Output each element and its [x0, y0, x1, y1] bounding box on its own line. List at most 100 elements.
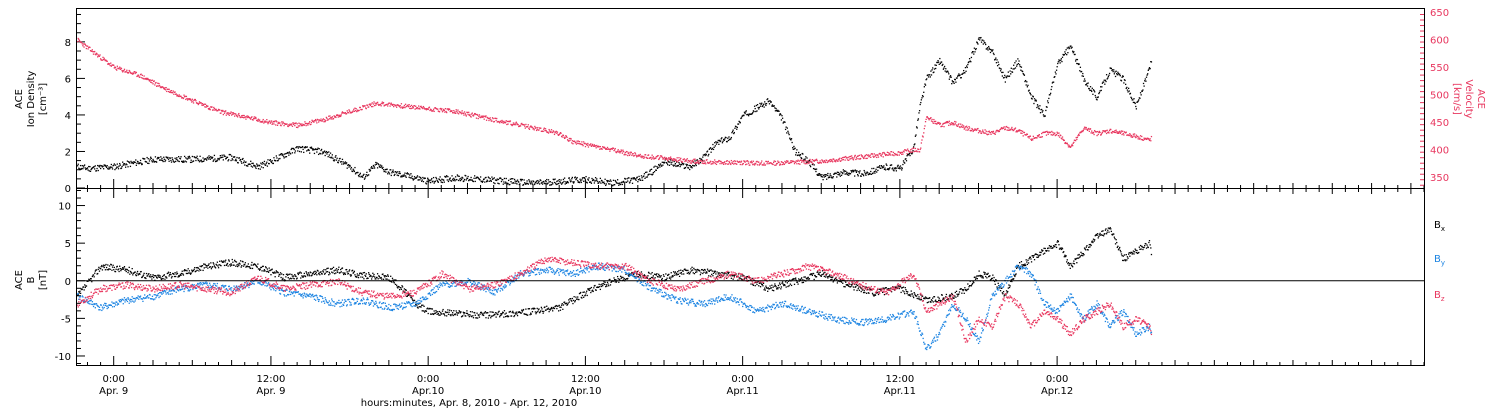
bx-series-point [531, 311, 534, 313]
velocity-series-point [281, 123, 283, 125]
velocity-series-point [119, 66, 121, 68]
velocity-series-point [1017, 129, 1020, 131]
bx-series-point [617, 278, 619, 280]
velocity-series-point [846, 159, 849, 161]
bx-series-point [607, 283, 609, 285]
velocity-series-point [126, 69, 128, 71]
velocity-series-point [1132, 136, 1134, 138]
density-series-point [980, 36, 982, 39]
density-series-point [208, 157, 211, 159]
bx-series-point [571, 297, 574, 300]
density-series-point [260, 162, 262, 164]
bx-series-point [233, 264, 235, 266]
bx-series-point [431, 313, 433, 315]
bx-series-point [579, 292, 581, 294]
bx-series-point [646, 277, 649, 279]
density-series-point [316, 151, 318, 153]
density-series-point [532, 180, 535, 183]
velocity-series-point [213, 106, 215, 109]
bx-series-point [555, 305, 557, 307]
velocity-series-point [834, 159, 836, 162]
bx-series-point [163, 274, 165, 277]
velocity-series-point [297, 125, 300, 127]
velocity-series-point [164, 89, 167, 91]
velocity-series-point [1057, 134, 1060, 137]
density-series-point [326, 151, 329, 154]
velocity-series-point [1076, 138, 1078, 141]
bx-series-point [83, 289, 85, 291]
density-series-point [858, 171, 860, 173]
velocity-series-point [910, 149, 912, 151]
velocity-series-point [403, 104, 406, 107]
velocity-series-point [586, 144, 588, 146]
bx-series-point [618, 278, 621, 280]
density-series-point [1041, 111, 1043, 113]
density-series-point [488, 177, 490, 179]
density-series-point [761, 102, 763, 104]
bx-series-point [369, 275, 371, 278]
density-series-point [858, 172, 861, 174]
density-series-point [1123, 82, 1125, 84]
bx-series-point [344, 273, 347, 275]
density-series-point [418, 179, 420, 181]
velocity-series-point [481, 116, 483, 118]
velocity-series-point [933, 118, 935, 121]
velocity-series-point [590, 145, 593, 147]
density-series-point [664, 161, 666, 164]
velocity-series-point [398, 105, 400, 107]
bx-series-point [98, 266, 100, 269]
bx-series-point [278, 275, 280, 277]
bx-series-point [188, 272, 190, 274]
velocity-series-point [798, 163, 800, 165]
velocity-series-point [715, 160, 717, 163]
bx-series-point [644, 275, 646, 277]
bx-series-point [211, 266, 214, 268]
velocity-series-point [1060, 134, 1062, 137]
density-series-point [397, 174, 400, 177]
velocity-series-point [722, 162, 724, 164]
bx-series-point [643, 275, 645, 277]
density-series-point [874, 172, 876, 174]
velocity-series-point [374, 102, 376, 104]
density-series-point [185, 157, 187, 159]
velocity-series-point [966, 127, 968, 129]
bx-series-point [551, 308, 553, 310]
velocity-series-point [805, 159, 807, 162]
bx-series-point [341, 267, 344, 269]
density-series-point [682, 163, 684, 166]
bx-series-point [452, 314, 454, 317]
density-series-point [218, 159, 220, 161]
density-series-point [610, 180, 612, 183]
velocity-series-point [742, 162, 744, 165]
velocity-series-point [202, 104, 204, 107]
velocity-series-point [1016, 131, 1018, 133]
velocity-series-point [696, 161, 699, 163]
velocity-series-point [460, 111, 462, 114]
velocity-series-point [544, 128, 547, 130]
density-series-point [1094, 91, 1096, 93]
density-series-point [967, 61, 970, 64]
bx-series-point [232, 261, 234, 263]
bx-series-point [438, 314, 440, 316]
bx-series-point [194, 266, 196, 269]
bx-series-point [585, 290, 588, 292]
velocity-series-point [1045, 134, 1048, 136]
bx-series-point [501, 312, 503, 315]
bx-series-point [498, 310, 500, 312]
bx-series-point [279, 272, 282, 274]
bottom-panel-frame [76, 188, 1425, 366]
velocity-series-point [882, 156, 884, 158]
velocity-series-point [806, 163, 808, 165]
bx-series-point [319, 274, 321, 276]
density-series-point [536, 182, 538, 185]
velocity-series-point [951, 121, 953, 124]
density-series-point [967, 63, 969, 66]
velocity-series-point [795, 161, 797, 163]
bx-series-point [392, 279, 394, 281]
density-series-point [125, 166, 127, 168]
velocity-series-point [313, 121, 315, 123]
density-series-point [170, 161, 173, 163]
density-series-point [1013, 64, 1015, 66]
velocity-series-point [413, 105, 416, 107]
density-series-point [90, 168, 92, 171]
